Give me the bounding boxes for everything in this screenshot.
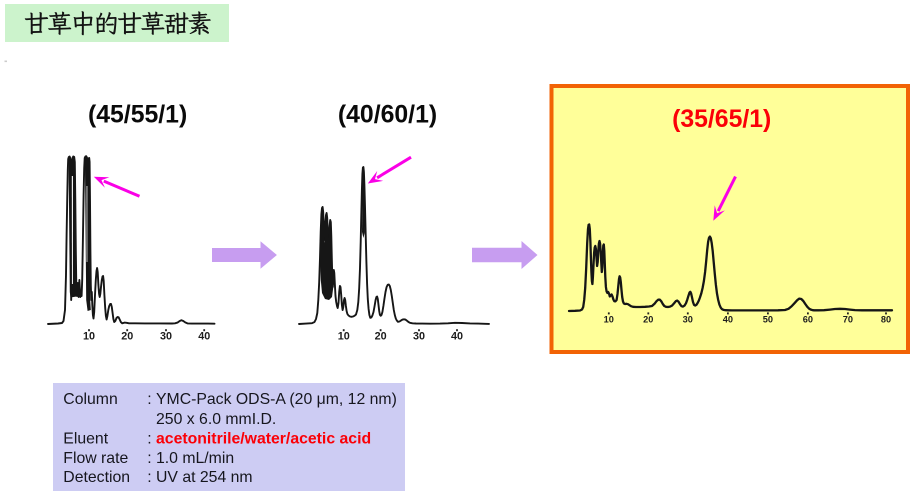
svg-text:10: 10 [83,331,95,343]
svg-text:Column: Column [63,391,117,408]
svg-text:(35/65/1): (35/65/1) [672,106,771,133]
svg-text::: : [147,430,151,447]
svg-text::: : [147,450,151,467]
svg-text:UV at 254 nm: UV at 254 nm [156,469,253,486]
svg-text::: : [147,469,151,486]
svg-text:60: 60 [803,315,813,325]
svg-text:(40/60/1): (40/60/1) [338,102,437,129]
svg-text:10: 10 [338,331,350,343]
svg-text:30: 30 [160,331,172,343]
svg-text:50: 50 [763,315,773,325]
svg-text:acetonitrile/water/acetic acid: acetonitrile/water/acetic acid [156,430,371,447]
svg-text:30: 30 [413,331,425,343]
svg-text:Flow rate: Flow rate [63,450,128,467]
svg-text:40: 40 [723,315,733,325]
svg-text:10: 10 [604,315,614,325]
svg-text:30: 30 [683,315,693,325]
svg-text::: : [147,391,151,408]
svg-text:20: 20 [643,315,653,325]
svg-text:20: 20 [121,331,133,343]
svg-text:Detection: Detection [63,469,130,486]
svg-text:80: 80 [881,315,891,325]
svg-text:70: 70 [843,315,853,325]
svg-text:(45/55/1): (45/55/1) [88,102,187,129]
svg-text:20: 20 [375,331,387,343]
svg-text:250 x 6.0 mmI.D.: 250 x 6.0 mmI.D. [156,411,276,428]
svg-text:40: 40 [451,331,463,343]
svg-text:40: 40 [198,331,210,343]
svg-text:1.0 mL/min: 1.0 mL/min [156,450,234,467]
svg-text:YMC-Pack ODS-A (20 μm, 12 nm): YMC-Pack ODS-A (20 μm, 12 nm) [156,391,397,408]
svg-text:Eluent: Eluent [63,430,108,447]
